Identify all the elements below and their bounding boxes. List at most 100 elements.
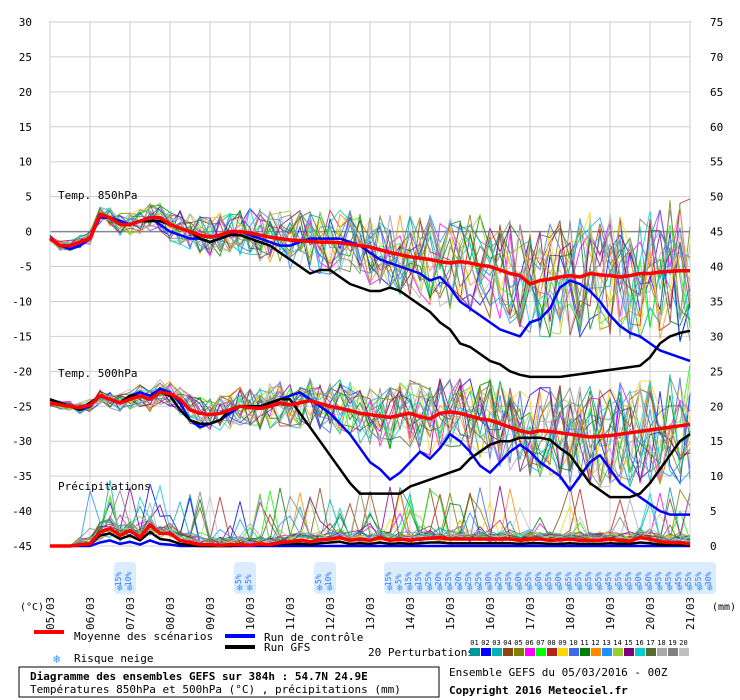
snow-risk-value: 45% [664,572,673,587]
right-tick-label: 25 [710,365,723,378]
x-tick-label: 14/03 [404,597,417,630]
snowflake-icon: ❄ [507,583,514,594]
perturbation-precip-line [50,495,691,547]
t850-panel-label: Temp. 850hPa [58,189,137,202]
left-tick-label: 0 [25,226,32,239]
caption-title: Diagramme des ensembles GEFS sur 384h : … [30,670,368,683]
perturb-swatch [580,648,590,656]
left-tick-label: 10 [19,156,32,169]
perturb-number: 20 [679,639,687,647]
perturb-swatch [646,648,656,656]
left-tick-label: -5 [19,261,32,274]
perturb-number: 13 [602,639,610,647]
snow-risk-value: 55% [584,572,593,587]
perturb-swatch [514,648,524,656]
perturb-number: 12 [591,639,599,647]
right-tick-label: 75 [710,16,723,29]
snowflake-icon: ❄ [577,583,584,594]
legend-gfs-label: Run GFS [264,641,310,654]
run-info: Ensemble GEFS du 05/03/2016 - 00Z [449,666,668,679]
left-unit-label: (°C) [20,602,44,613]
legend-snow-label: Risque neige [74,652,153,665]
x-tick-label: 20/03 [644,597,657,630]
right-tick-label: 45 [710,226,723,239]
copyright: Copyright 2016 Meteociel.fr [449,684,628,697]
left-tick-label: -35 [12,470,32,483]
snowflake-icon: ❄ [597,583,604,594]
perturb-number: 08 [547,639,555,647]
left-tick-label: -15 [12,330,32,343]
snowflake-icon: ❄ [617,583,624,594]
perturb-number: 19 [668,639,676,647]
x-tick-label: 13/03 [364,597,377,630]
snow-risk-value: 15% [414,572,423,587]
snowflake-icon: ❄ [707,583,714,594]
snowflake-icon: ❄ [607,583,614,594]
perturbation-line [49,376,691,488]
snowflake-icon: ❄ [517,583,524,594]
perturbation-swatches: 01 02 03 04 05 06 07 08 09 10 11 12 13 14 15 16 17 18 19 20 [470,639,689,656]
right-tick-label: 0 [710,540,717,553]
snow-risk-value: 55% [594,572,603,587]
snowflake-icon: ❄ [567,583,574,594]
caption-subtitle: Températures 850hPa et 500hPa (°C) , pré… [30,683,401,696]
snow-risk-value: 55% [694,572,703,587]
perturbation-line [49,378,691,472]
perturb-number: 05 [514,639,522,647]
snowflake-icon: ❄ [527,583,534,594]
snow-risk-value: 15% [384,572,393,587]
perturb-swatch [635,648,645,656]
snowflake-icon: ❄ [437,583,444,594]
snowflake-icon: ❄ [547,583,554,594]
legend: Moyenne des scénarios Run de contrôle Ru… [34,630,689,666]
left-tick-label: -25 [12,400,32,413]
main-series-lines [48,212,691,548]
perturb-number: 14 [613,639,621,647]
perturb-swatch [591,648,601,656]
snow-risk-value: 50% [554,572,563,587]
left-tick-label: -40 [12,505,32,518]
perturb-number: 07 [536,639,544,647]
panel-labels: Temp. 850hPa Temp. 500hPa Précipitations [58,189,151,493]
right-tick-label: 5 [710,505,717,518]
left-tick-label: 25 [19,51,32,64]
snow-risk-value: 55% [524,572,533,587]
snowflake-icon: ❄ [667,583,674,594]
snow-risk-band [384,562,716,594]
perturb-swatch [624,648,634,656]
snow-risk-value: 45% [674,572,683,587]
snow-risk-value: 10% [124,572,133,587]
snowflake-icon: ❄ [687,583,694,594]
left-tick-label: 5 [25,191,32,204]
snowflake-icon: ❄ [407,583,414,594]
snow-risk-value: 25% [494,572,503,587]
snow-risk-band [114,562,136,594]
perturb-swatch [679,648,689,656]
x-tick-label: 15/03 [444,597,457,630]
x-tick-label: 10/03 [244,597,257,630]
snow-risk-value: 55% [684,572,693,587]
x-tick-label: 17/03 [524,597,537,630]
snowflake-icon: ❄ [427,583,434,594]
snowflake-icon: ❄ [627,583,634,594]
snowflake-icon: ❄ [497,583,504,594]
gfs-precip-line [50,530,691,548]
perturb-number: 04 [503,639,511,647]
perturb-swatch [602,648,612,656]
snow-risk-value: 45% [504,572,513,587]
perturb-number: 10 [569,639,577,647]
x-tick-label: 19/03 [604,597,617,630]
perturb-number: 15 [624,639,632,647]
perturbation-line [49,376,691,486]
perturb-swatch [613,648,623,656]
snow-risk-value: 65% [564,572,573,587]
snowflake-icon: ❄ [587,583,594,594]
snow-risk-value: 5% [394,574,403,584]
snow-risk-value: 55% [624,572,633,587]
perturbation-line [49,206,691,335]
x-tick-label: 16/03 [484,597,497,630]
snowflake-icon: ❄ [397,583,404,594]
perturb-number: 16 [635,639,643,647]
snowflake-icon: ❄ [697,583,704,594]
